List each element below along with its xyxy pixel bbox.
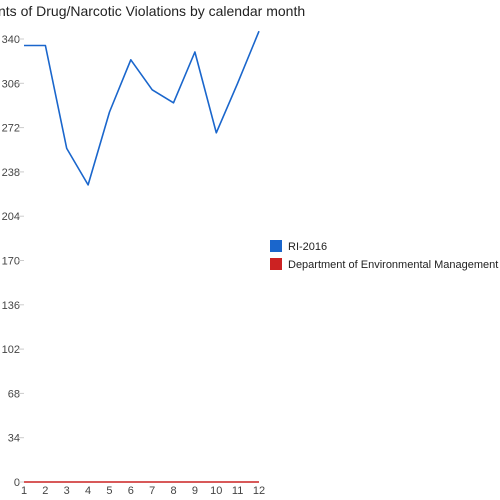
x-tick-label: 12: [253, 485, 265, 497]
x-tick-label: 6: [128, 485, 134, 497]
y-tick-label: 136: [2, 300, 20, 312]
x-tick-label: 4: [85, 485, 91, 497]
x-tick-label: 5: [106, 485, 112, 497]
x-axis: 1 2 3 4 5 6 7 8 9 10 11 12: [21, 485, 265, 497]
x-tick-label: 2: [42, 485, 48, 497]
x-tick-label: 1: [21, 485, 27, 497]
legend-swatch-1: [270, 240, 282, 252]
chart-title: nts of Drug/Narcotic Violations by calen…: [0, 3, 305, 19]
y-tick-label: 340: [2, 34, 20, 46]
x-tick-label: 8: [170, 485, 176, 497]
x-tick-label: 11: [232, 485, 243, 497]
y-tick-label: 272: [2, 123, 20, 135]
legend: RI-2016 Department of Environmental Manag…: [270, 240, 498, 271]
y-axis: 0 34 68 102 136 170 204 238 272 306 340: [2, 34, 24, 489]
y-tick-label: 34: [8, 433, 20, 445]
y-tick-label: 306: [2, 78, 20, 90]
y-tick-label: 204: [2, 211, 20, 223]
y-tick-label: 170: [2, 256, 20, 268]
legend-label-1: RI-2016: [288, 241, 327, 253]
series-layer: [24, 30, 260, 483]
x-tick-label: 9: [192, 485, 198, 497]
y-tick-label: 68: [8, 388, 20, 400]
y-tick-label: 102: [2, 344, 20, 356]
x-tick-label: 3: [64, 485, 70, 497]
legend-label-2: Department of Environmental Management: [288, 259, 498, 271]
y-tick-label: 0: [14, 477, 20, 489]
legend-swatch-2: [270, 258, 282, 270]
y-tick-label: 238: [2, 167, 20, 179]
x-tick-label: 7: [149, 485, 155, 497]
x-tick-label: 10: [210, 485, 222, 497]
series-line-1: [24, 30, 260, 186]
